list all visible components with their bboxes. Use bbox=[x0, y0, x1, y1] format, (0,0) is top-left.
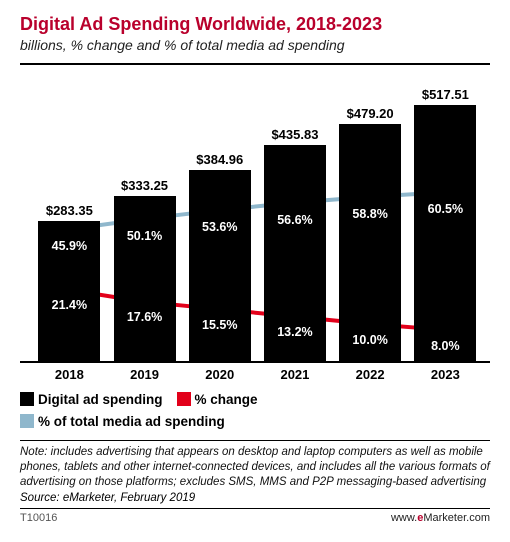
footer: T10016 www.eMarketer.com bbox=[20, 508, 490, 524]
pct-total-label: 58.8% bbox=[352, 207, 387, 221]
bar-value-label: $517.51 bbox=[414, 87, 476, 102]
bar: $479.20 bbox=[339, 124, 401, 361]
legend-label: Digital ad spending bbox=[38, 392, 163, 407]
pct-change-label: 13.2% bbox=[277, 325, 312, 339]
x-tick-label: 2022 bbox=[356, 367, 385, 382]
pct-change-label: 21.4% bbox=[52, 298, 87, 312]
pct-total-label: 56.6% bbox=[277, 213, 312, 227]
legend-label: % of total media ad spending bbox=[38, 414, 225, 429]
pct-change-label: 8.0% bbox=[431, 339, 460, 353]
pct-change-label: 17.6% bbox=[127, 310, 162, 324]
bar: $517.51 bbox=[414, 105, 476, 361]
legend-label: % change bbox=[195, 392, 258, 407]
chart-area: $283.35$333.25$384.96$435.83$479.20$517.… bbox=[20, 63, 490, 383]
footer-brand: www.eMarketer.com bbox=[391, 512, 490, 524]
bar: $333.25 bbox=[114, 196, 176, 361]
x-tick-label: 2020 bbox=[205, 367, 234, 382]
divider bbox=[20, 440, 490, 441]
legend-swatch bbox=[20, 414, 34, 428]
pct-total-label: 60.5% bbox=[428, 202, 463, 216]
legend-swatch bbox=[20, 392, 34, 406]
legend: Digital ad spending % change % of total me… bbox=[20, 383, 490, 440]
bar-value-label: $479.20 bbox=[339, 106, 401, 121]
chart-title: Digital Ad Spending Worldwide, 2018-2023 bbox=[20, 14, 490, 35]
source-text: Source: eMarketer, February 2019 bbox=[20, 492, 490, 504]
footer-id: T10016 bbox=[20, 512, 57, 524]
pct-change-label: 10.0% bbox=[352, 333, 387, 347]
bar-value-label: $435.83 bbox=[264, 127, 326, 142]
pct-total-label: 50.1% bbox=[127, 229, 162, 243]
bar-value-label: $283.35 bbox=[38, 203, 100, 218]
bar-value-label: $384.96 bbox=[189, 152, 251, 167]
pct-total-label: 45.9% bbox=[52, 239, 87, 253]
pct-total-label: 53.6% bbox=[202, 220, 237, 234]
pct-change-label: 15.5% bbox=[202, 318, 237, 332]
legend-item: Digital ad spending bbox=[20, 389, 163, 411]
plot-region: $283.35$333.25$384.96$435.83$479.20$517.… bbox=[20, 65, 490, 363]
chart-subtitle: billions, % change and % of total media … bbox=[20, 37, 490, 53]
x-tick-label: 2023 bbox=[431, 367, 460, 382]
bar: $384.96 bbox=[189, 170, 251, 361]
x-tick-label: 2018 bbox=[55, 367, 84, 382]
x-axis-labels: 2018 2019 2020 2021 2022 2023 bbox=[20, 363, 490, 383]
x-tick-label: 2021 bbox=[280, 367, 309, 382]
brand-tail: Marketer.com bbox=[423, 512, 490, 524]
brand-www: www. bbox=[391, 512, 417, 524]
legend-item: % of total media ad spending bbox=[20, 411, 225, 433]
bar-value-label: $333.25 bbox=[114, 178, 176, 193]
legend-item: % change bbox=[177, 389, 258, 411]
legend-swatch bbox=[177, 392, 191, 406]
x-tick-label: 2019 bbox=[130, 367, 159, 382]
note-text: Note: includes advertising that appears … bbox=[20, 445, 490, 490]
